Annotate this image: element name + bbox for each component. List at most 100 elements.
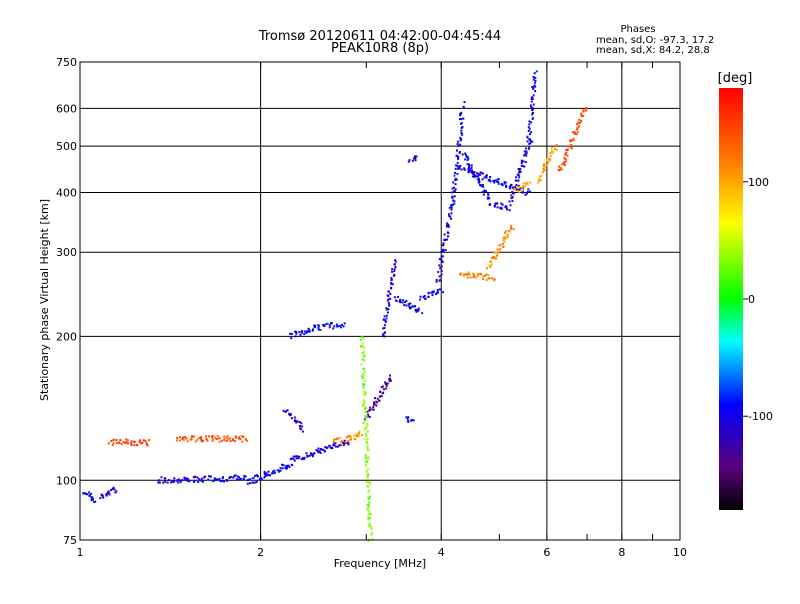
data-point [496,254,499,257]
data-point [247,478,250,481]
data-point [289,414,292,417]
data-point [115,438,118,441]
data-point [454,179,457,182]
data-point [349,438,352,441]
colorbar [719,88,743,510]
data-point [107,490,110,493]
data-point [318,450,321,453]
data-point [185,437,188,440]
data-point [469,276,472,279]
data-point [310,453,313,456]
data-point [444,249,447,252]
data-point [439,266,442,269]
data-point [551,152,554,155]
data-point [572,131,575,134]
data-point [519,170,522,173]
data-point [365,481,368,484]
data-point [328,445,331,448]
data-point [481,172,484,175]
data-point [364,406,367,409]
data-point [531,108,534,111]
data-point [466,159,469,162]
data-point [431,291,434,294]
data-point [539,179,542,182]
data-point [367,504,370,507]
data-point [385,308,388,311]
data-point [90,496,93,499]
data-point [499,207,502,210]
data-point [456,161,459,164]
data-point [496,248,499,251]
data-point [489,180,492,183]
data-point [374,397,377,400]
data-point [360,345,363,348]
data-point [432,290,435,293]
data-point [363,354,366,357]
data-point [550,146,553,149]
data-point [476,172,479,175]
data-point [88,491,91,494]
data-point [504,181,507,184]
data-point [522,187,525,190]
data-point [446,224,449,227]
x-axis-label: Frequency [MHz] [334,557,426,570]
data-point [518,176,521,179]
data-point [364,454,367,457]
data-point [532,108,535,111]
data-point [366,425,369,428]
data-point [380,395,383,398]
data-point [115,490,118,493]
data-point [365,414,368,417]
data-point [198,436,201,439]
data-point [349,434,352,437]
data-point [88,494,91,497]
data-point [188,480,191,483]
data-point [368,482,371,485]
data-point [407,160,410,163]
data-point [424,297,427,300]
data-point [364,456,367,459]
x-tick-label: 10 [673,546,687,559]
data-point [343,322,346,325]
data-point [435,293,438,296]
data-point [112,438,115,441]
data-point [390,286,393,289]
data-point [476,272,479,275]
data-point [486,196,489,199]
data-point [385,317,388,320]
data-point [366,430,369,433]
data-point [289,458,292,461]
data-point [441,260,444,263]
data-point [409,302,412,305]
data-point [489,265,492,268]
data-point [405,304,408,307]
data-point [268,474,271,477]
data-point [438,264,441,267]
data-point [373,403,376,406]
plot-frame [79,61,681,541]
data-point [93,501,96,504]
data-point [233,440,236,443]
data-point [110,440,113,443]
data-point [363,399,366,402]
data-point [536,181,539,184]
data-point [249,478,252,481]
colorbar-label: [deg] [718,71,753,86]
data-point [482,185,485,188]
data-point [326,446,329,449]
data-point [364,464,367,467]
data-point [546,161,549,164]
data-point [319,328,322,331]
data-point [439,278,442,281]
data-point [205,435,208,438]
data-point [578,124,581,127]
data-point [500,202,503,205]
data-point [219,479,222,482]
data-point [497,180,500,183]
data-point [408,159,411,162]
data-point [582,114,585,117]
data-point [402,299,405,302]
data-point [542,164,545,167]
data-point [532,103,535,106]
data-point [251,481,254,484]
